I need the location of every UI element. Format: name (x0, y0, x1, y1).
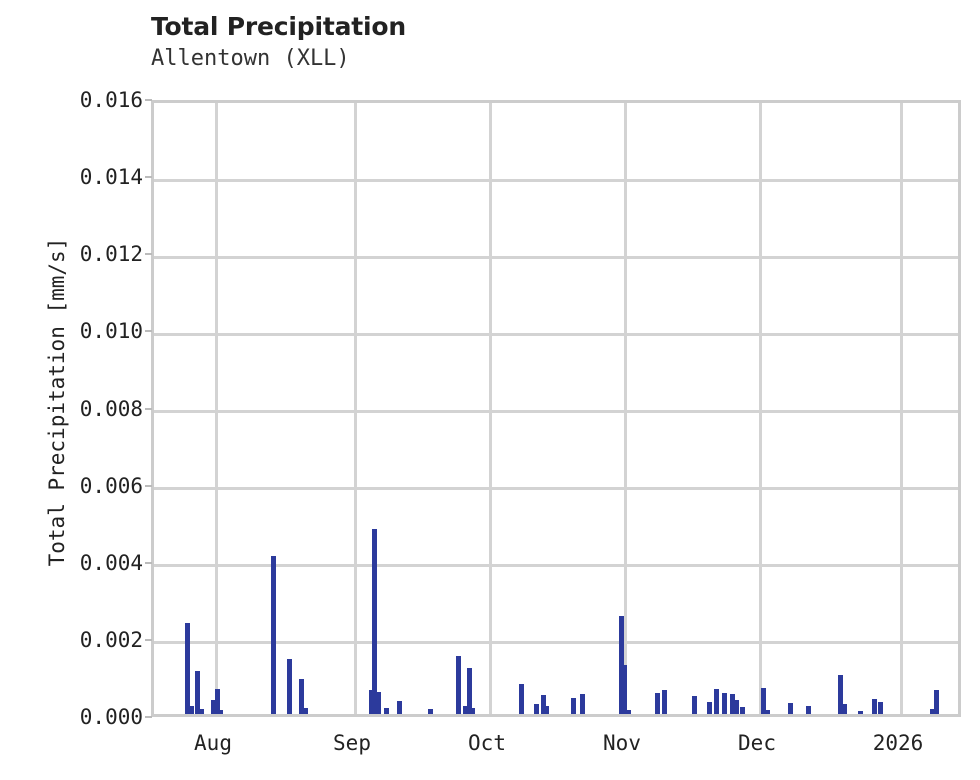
bar (707, 702, 712, 714)
bar (467, 667, 472, 714)
bar (384, 707, 389, 714)
x-axis-tick-label: Nov (603, 731, 641, 755)
bar (470, 707, 475, 714)
gridline-vertical (353, 103, 357, 714)
bar (619, 616, 624, 714)
bar (734, 700, 739, 714)
x-axis-tick-label: Aug (194, 731, 232, 755)
bar (428, 709, 433, 714)
x-axis-tick-label: Oct (468, 731, 506, 755)
bar (211, 699, 216, 714)
bar (215, 688, 220, 714)
bar (372, 528, 377, 714)
bar (730, 693, 735, 714)
title-block: Total Precipitation Allentown (XLL) (151, 12, 851, 74)
bar (519, 683, 524, 714)
bar (534, 703, 539, 714)
y-axis-tick-mark (145, 176, 152, 179)
gridline-vertical (214, 103, 218, 714)
bar (622, 664, 627, 714)
bar (722, 692, 727, 714)
bar (541, 694, 546, 714)
gridline-horizontal (154, 564, 958, 568)
bar (788, 703, 793, 714)
bar (714, 689, 719, 714)
y-axis-tick-mark (145, 716, 152, 718)
bar (878, 701, 883, 714)
bar (571, 697, 576, 714)
bar (287, 658, 292, 714)
plot-area (151, 100, 961, 717)
bar (456, 656, 461, 714)
gridline-vertical (899, 103, 903, 714)
gridline-vertical (623, 103, 627, 714)
gridline-horizontal (154, 487, 958, 491)
bar (271, 556, 276, 714)
bar (765, 710, 770, 714)
y-axis-tick-mark (145, 253, 152, 256)
y-axis-tick-labels: 0.000 0.002 0.004 0.006 0.008 0.010 0.012 0.014… (0, 0, 143, 780)
bar (463, 705, 468, 714)
y-axis-tick-label: 0.000 (79, 705, 143, 729)
y-axis-tick-mark (145, 330, 152, 333)
bar (692, 696, 697, 714)
bar (376, 691, 381, 714)
bar (185, 623, 190, 714)
bar (580, 693, 585, 714)
bar (761, 687, 766, 714)
bar (195, 671, 200, 714)
page-title: Total Precipitation (151, 12, 406, 41)
bar (858, 711, 863, 714)
y-axis-tick-label: 0.004 (79, 550, 143, 575)
y-axis-tick-label: 0.006 (79, 473, 143, 498)
bar (397, 700, 402, 714)
gridline-horizontal (154, 410, 958, 413)
bar (303, 708, 308, 714)
bar (626, 709, 631, 714)
bar (930, 709, 935, 714)
bar (806, 706, 811, 714)
gridline-horizontal (154, 178, 958, 182)
y-axis-tick-label: 0.010 (79, 319, 143, 344)
bar (369, 690, 374, 714)
bar (299, 679, 304, 714)
bar-series (154, 103, 958, 714)
gridline-horizontal (154, 641, 958, 645)
bar (189, 705, 194, 714)
y-axis-tick-label: 0.008 (79, 396, 143, 421)
bar (218, 709, 223, 714)
y-axis-tick-mark (145, 638, 152, 641)
bar (199, 709, 204, 714)
y-axis-tick-mark (145, 407, 152, 410)
gridline-vertical (488, 103, 492, 714)
y-axis-tick-label: 0.014 (79, 165, 143, 190)
y-axis-tick-label: 0.012 (79, 242, 143, 267)
y-axis-tick-label: 0.002 (79, 627, 143, 652)
bar (662, 689, 667, 714)
bar (655, 692, 660, 714)
y-axis-tick-mark (145, 561, 152, 564)
y-axis-tick-mark (145, 484, 152, 487)
bar (842, 703, 847, 714)
bar (934, 689, 939, 714)
gridline-vertical (758, 103, 762, 714)
gridline-horizontal (154, 255, 958, 259)
bar (838, 675, 843, 714)
x-axis-tick-label: Dec (738, 731, 776, 755)
x-axis-tick-label: Sep (333, 731, 371, 755)
bar (872, 699, 877, 714)
gridline-horizontal (154, 332, 958, 336)
bar (740, 707, 745, 714)
y-axis-tick-label: 0.016 (79, 88, 143, 112)
bar (544, 705, 549, 714)
y-axis-tick-mark (145, 99, 152, 101)
chart-subtitle: Allentown (XLL) (151, 46, 350, 71)
x-axis-tick-label: 2026 (872, 731, 924, 755)
